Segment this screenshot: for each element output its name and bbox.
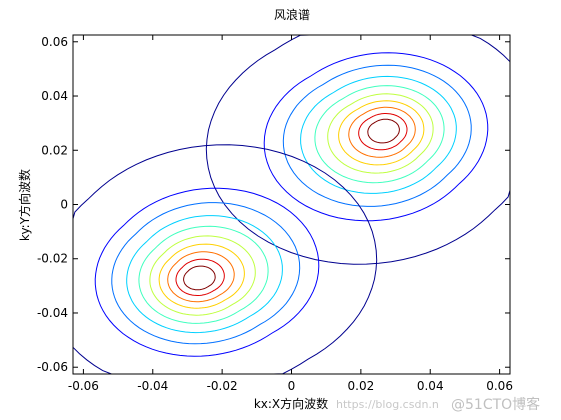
watermark-brand: @51CTO博客 xyxy=(451,396,540,413)
contour-line xyxy=(149,235,256,316)
watermark-url: https://blog.csdn.n xyxy=(336,398,439,411)
x-axis-label: kx:X方向波数 xyxy=(254,396,328,411)
contour-line xyxy=(73,144,378,374)
x-tick-label: 0.06 xyxy=(486,379,513,393)
x-tick-label: -0.02 xyxy=(207,379,238,393)
x-tick-label: 0.02 xyxy=(348,379,375,393)
contour-line xyxy=(167,251,235,303)
contour-line xyxy=(327,93,434,174)
contour-line xyxy=(175,258,225,296)
x-tick-label: -0.06 xyxy=(68,379,99,393)
contour-line xyxy=(183,265,216,291)
y-tick-label: 0.04 xyxy=(41,89,68,103)
y-tick-label: 0.02 xyxy=(41,143,68,157)
contour-line xyxy=(300,75,457,194)
y-axis-label: ky:Y方向波数 xyxy=(17,169,32,241)
contour-line xyxy=(205,35,510,265)
contour-line xyxy=(111,202,301,345)
contour-line xyxy=(348,106,416,158)
y-tick-label: -0.06 xyxy=(37,360,68,374)
y-tick-label: 0 xyxy=(60,198,68,212)
y-tick-label: -0.02 xyxy=(37,252,68,266)
contour-line xyxy=(367,118,400,144)
plot-frame xyxy=(72,34,511,375)
contour-line xyxy=(358,113,408,151)
contour-line xyxy=(338,100,425,166)
y-tick-label: -0.04 xyxy=(37,306,68,320)
contour-line xyxy=(138,225,269,324)
y-axis-ticks: -0.06 -0.04 -0.02 0 0.02 0.04 0.06 xyxy=(37,35,510,374)
x-tick-label: 0 xyxy=(288,379,296,393)
x-tick-label: -0.04 xyxy=(137,379,168,393)
contour-line xyxy=(126,215,283,334)
contour-line xyxy=(282,64,472,207)
contour-lines xyxy=(73,35,510,374)
contour-line xyxy=(314,85,445,184)
chart-title: 风浪谱 xyxy=(274,7,310,22)
contour-line xyxy=(263,52,489,222)
x-tick-label: 0.04 xyxy=(417,379,444,393)
x-axis-ticks: -0.06 -0.04 -0.02 0 0.02 0.04 0.06 xyxy=(68,35,513,393)
contour-line xyxy=(94,187,320,357)
y-tick-label: 0.06 xyxy=(41,35,68,49)
contour-line xyxy=(158,243,245,309)
